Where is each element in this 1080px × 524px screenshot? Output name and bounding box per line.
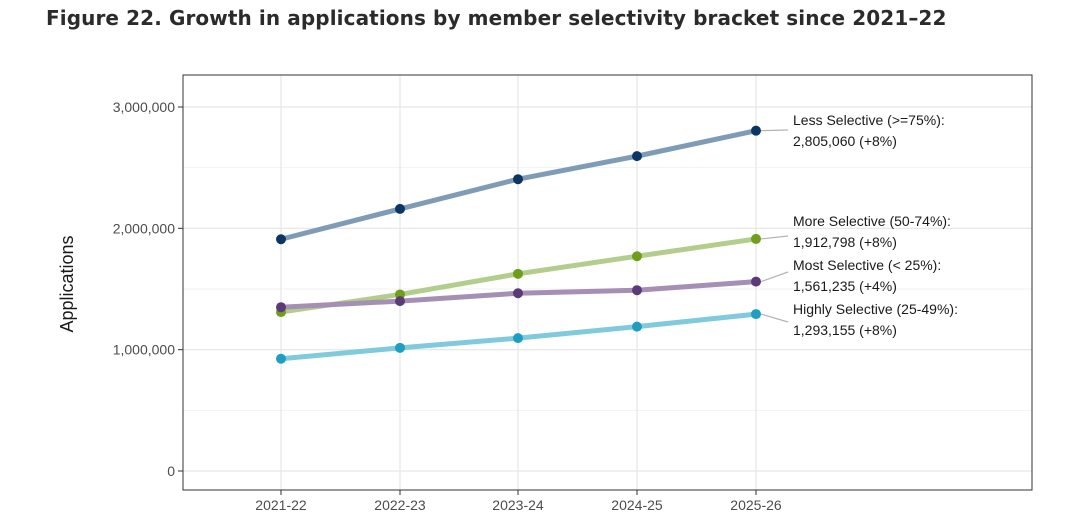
- data-point: [513, 333, 523, 344]
- series-end-label-name: Highly Selective (25-49%):: [793, 301, 958, 317]
- label-leader-line: [760, 235, 789, 240]
- x-tick-label: 2024-25: [611, 497, 663, 513]
- series-end-label-value: 1,293,155 (+8%): [793, 322, 897, 338]
- plot-panel: [183, 75, 1032, 490]
- series-end-label-value: 1,912,798 (+8%): [793, 234, 897, 250]
- data-point: [395, 203, 405, 214]
- y-tick-label: 0: [167, 463, 175, 479]
- series-end-label-name: Most Selective (< 25%):: [793, 257, 941, 273]
- x-tick-label: 2025-26: [730, 497, 782, 513]
- data-point: [751, 233, 761, 244]
- data-point: [632, 285, 642, 296]
- data-point: [632, 251, 642, 262]
- plot-border: [182, 74, 1033, 491]
- plot-background: [183, 75, 1032, 490]
- data-point: [276, 353, 286, 364]
- data-point: [276, 302, 286, 313]
- label-leader-line: [760, 313, 789, 323]
- data-point: [632, 151, 642, 162]
- data-point: [751, 125, 761, 136]
- figure-title: Figure 22. Growth in applications by mem…: [46, 6, 947, 30]
- y-tick-label: 1,000,000: [113, 342, 175, 358]
- series-end-label-value: 1,561,235 (+4%): [793, 278, 897, 294]
- x-tick-label: 2023-24: [492, 497, 544, 513]
- data-point: [632, 321, 642, 332]
- data-point: [751, 309, 761, 320]
- series-end-label-name: Less Selective (>=75%):: [793, 112, 945, 128]
- data-point: [751, 276, 761, 287]
- x-tick-label: 2021-22: [255, 497, 307, 513]
- axes: 0 1,000,000 2,000,000 3,000,000 2021-22 2022-…: [113, 74, 1033, 513]
- data-point: [395, 342, 405, 353]
- data-point: [513, 174, 523, 185]
- label-leader-line: [760, 271, 789, 283]
- data-point: [513, 288, 523, 299]
- end-labels: Less Selective (>=75%): 2,805,060 (+8%) Mo…: [760, 112, 958, 338]
- series-lines: [276, 125, 761, 364]
- y-tick-label: 3,000,000: [113, 99, 175, 115]
- series-end-label-value: 2,805,060 (+8%): [793, 133, 897, 149]
- data-point: [395, 296, 405, 307]
- y-axis-label: Applications: [57, 235, 77, 332]
- y-tick-label: 2,000,000: [113, 220, 175, 236]
- data-point: [513, 268, 523, 279]
- x-tick-label: 2022-23: [374, 497, 426, 513]
- label-leader-line: [760, 129, 789, 132]
- data-point: [276, 234, 286, 245]
- series-end-label-name: More Selective (50-74%):: [793, 213, 951, 229]
